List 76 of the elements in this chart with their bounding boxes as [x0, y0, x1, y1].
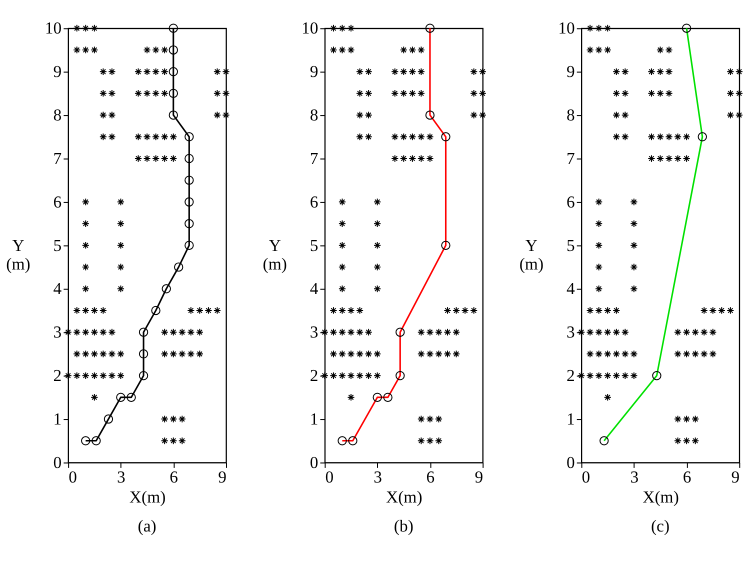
- point: [81, 436, 90, 446]
- y-tick-label: 6: [53, 192, 62, 212]
- point: [162, 284, 171, 294]
- y-tick-label: 7: [566, 148, 575, 168]
- x-axis-title: X(m): [129, 487, 166, 506]
- point: [184, 176, 194, 185]
- x-tick-label: 9: [218, 468, 226, 487]
- y-tick-label: 7: [310, 148, 318, 168]
- y-tick-label: 9: [310, 62, 318, 82]
- y-axis-title: Y (m): [6, 236, 30, 274]
- y-tick-label: 9: [53, 62, 62, 82]
- y-tick-label: 3: [53, 322, 62, 342]
- y-tick-label: 9: [566, 62, 575, 82]
- point: [184, 154, 194, 164]
- y-axis-title: Y (m): [519, 236, 544, 274]
- x-tick-label: 9: [731, 468, 740, 487]
- y-tick-label: 1: [566, 409, 575, 428]
- y-tick-label: 6: [566, 192, 575, 212]
- y-axis-title: Y (m): [262, 236, 287, 274]
- point: [184, 132, 194, 142]
- point: [168, 67, 178, 76]
- x-axis-title: X(m): [642, 487, 679, 506]
- x-tick-label: 6: [682, 468, 692, 487]
- point: [151, 306, 160, 316]
- y-tick-label: 5: [53, 236, 62, 255]
- text: (b): [394, 516, 414, 536]
- y-tick-label: 2: [53, 366, 62, 386]
- point: [92, 436, 101, 446]
- y-tick-label: 3: [566, 322, 575, 342]
- x-tick-label: 0: [68, 468, 77, 487]
- y-tick-label: 0: [53, 452, 62, 472]
- point: [184, 219, 194, 228]
- x-tick-label: 0: [582, 468, 590, 487]
- point: [184, 240, 194, 250]
- y-tick-label: 2: [566, 366, 575, 386]
- y-tick-label: 4: [53, 279, 62, 298]
- y-tick-label: 10: [44, 18, 62, 38]
- y-tick-label: 4: [310, 279, 319, 298]
- x-tick-label: 3: [630, 468, 639, 487]
- y-tick-label: 2: [310, 366, 318, 386]
- y-tick-label: 8: [310, 106, 318, 125]
- y-tick-label: 5: [310, 236, 318, 255]
- y-tick-label: 0: [566, 452, 575, 472]
- text: (c): [650, 516, 670, 536]
- y-tick-label: 4: [566, 279, 576, 298]
- x-tick-label: 3: [374, 468, 382, 487]
- point: [168, 110, 178, 120]
- y-tick-label: 1: [310, 409, 318, 428]
- point: [168, 45, 178, 55]
- text: (a): [138, 516, 156, 536]
- x-tick-label: 0: [325, 468, 334, 487]
- point: [126, 392, 136, 402]
- point: [138, 328, 148, 337]
- y-tick-label: 8: [53, 106, 62, 125]
- x-tick-label: 6: [170, 468, 178, 487]
- point: [116, 392, 126, 402]
- y-tick-label: 1: [53, 409, 62, 428]
- y-tick-label: 5: [566, 236, 575, 255]
- y-tick-label: 7: [53, 148, 62, 168]
- point: [104, 414, 114, 424]
- y-tick-label: 10: [558, 18, 575, 38]
- y-tick-label: 6: [310, 192, 318, 212]
- x-axis-title: X(m): [386, 487, 422, 506]
- point: [138, 349, 148, 359]
- x-tick-label: 6: [426, 468, 435, 487]
- y-tick-label: 8: [566, 106, 575, 125]
- y-tick-label: 3: [310, 322, 318, 342]
- point: [168, 88, 178, 98]
- point: [138, 371, 148, 380]
- point: [174, 262, 184, 272]
- point: [168, 24, 178, 33]
- point: [184, 197, 194, 207]
- x-tick-label: 3: [117, 468, 126, 487]
- y-tick-label: 10: [302, 18, 318, 38]
- x-tick-label: 9: [474, 468, 484, 487]
- y-tick-label: 0: [310, 452, 318, 472]
